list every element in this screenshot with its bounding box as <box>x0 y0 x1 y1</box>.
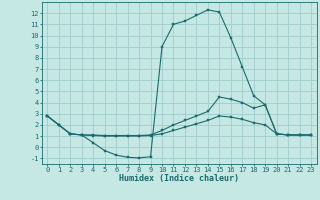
X-axis label: Humidex (Indice chaleur): Humidex (Indice chaleur) <box>119 174 239 183</box>
